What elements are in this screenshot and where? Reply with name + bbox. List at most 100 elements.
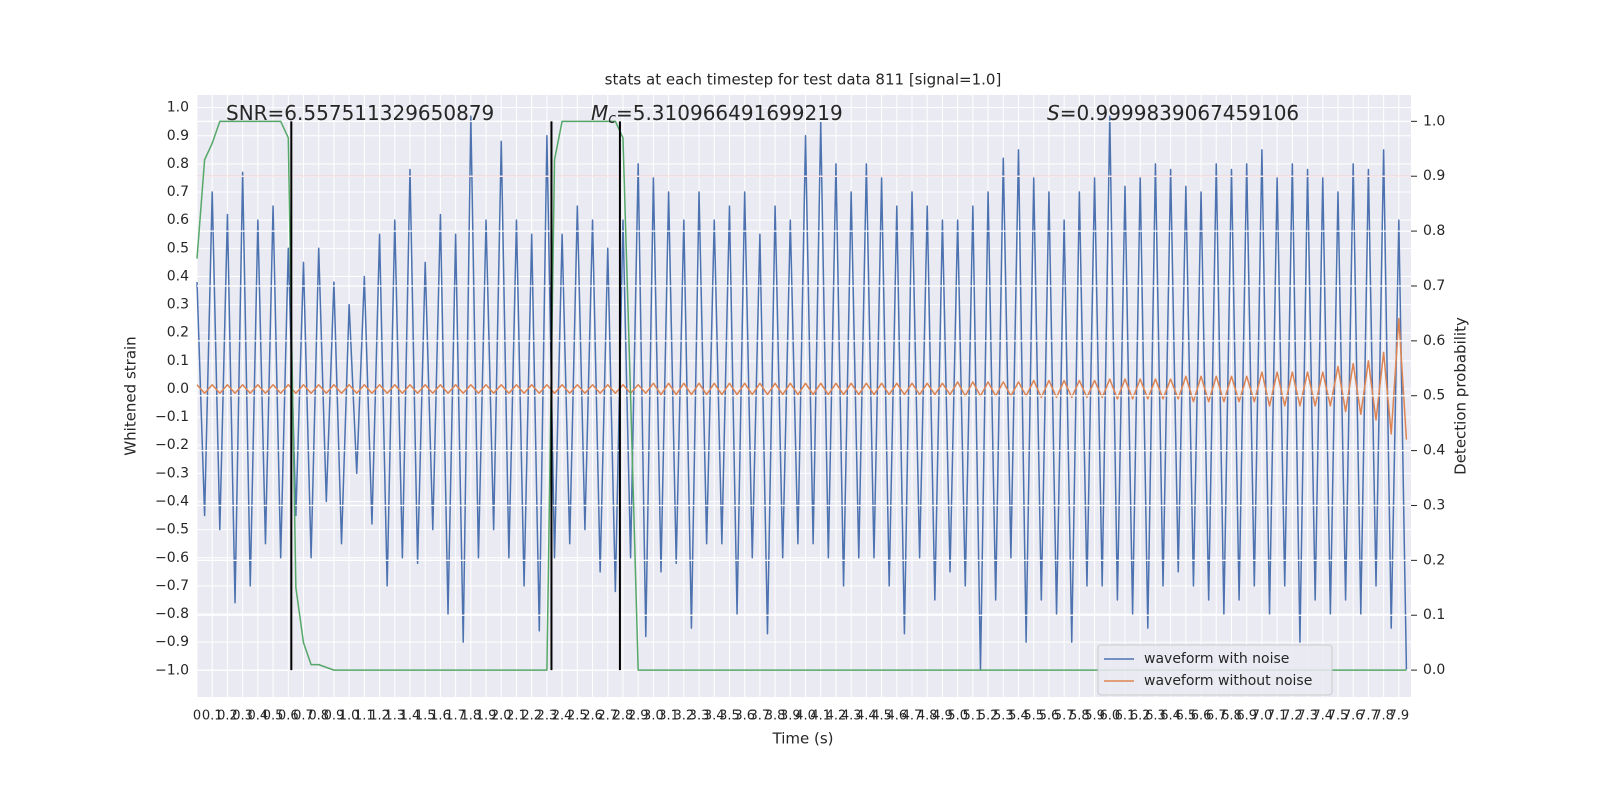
x-tick-label: 6.5 [1176, 709, 1197, 724]
annotation-symbol: S [1047, 101, 1060, 125]
y2-tick-label: 0.9 [1423, 168, 1445, 184]
y-tick-label: 0.4 [167, 268, 189, 284]
annotation-text: =0.9999839067459106 [1060, 101, 1299, 125]
x-tick-label: 0.5 [263, 709, 284, 724]
annotation-text: =5.310966491699219 [616, 101, 843, 125]
x-tick-label: 4.7 [902, 709, 923, 724]
x-tick-label: 4.0 [795, 709, 816, 724]
y-tick-label: −0.8 [155, 606, 189, 622]
x-tick-label: 4.3 [841, 709, 862, 724]
x-tick-label: 3.0 [643, 709, 664, 724]
x-tick-label: 5.2 [978, 709, 999, 724]
x-tick-label: 2.0 [491, 709, 512, 724]
x-tick-label: 2.3 [537, 709, 558, 724]
x-tick-label: 6.3 [1145, 709, 1166, 724]
x-tick-label: 1.9 [476, 709, 497, 724]
x-tick-label: 6.0 [1099, 709, 1120, 724]
series-line [196, 317, 1408, 440]
y-tick-label: −0.1 [155, 409, 189, 425]
annotation: S=0.9999839067459106 [1047, 101, 1299, 125]
x-tick-label: 5.1 [963, 709, 984, 724]
x-tick-label: 3.4 [704, 709, 725, 724]
legend-box [1097, 644, 1333, 696]
x-tick-label: 1.8 [460, 709, 481, 724]
x-tick-label: 6.1 [1115, 709, 1136, 724]
x-tick-label: 0.8 [308, 709, 329, 724]
x-tick-label: 1.2 [369, 709, 390, 724]
x-tick-label: 4.8 [917, 709, 938, 724]
x-tick-label: 7.0 [1252, 709, 1273, 724]
x-tick-label: 6.6 [1191, 709, 1212, 724]
x-tick-label: 6.4 [1160, 709, 1181, 724]
y2-tick-label: 0.8 [1423, 223, 1445, 239]
x-tick-label: 3.1 [658, 709, 679, 724]
x-tick-label: 1.1 [354, 709, 375, 724]
x-tick-label: 5.8 [1069, 709, 1090, 724]
x-tick-label: 1.0 [339, 709, 360, 724]
y-tick-label: 0.1 [167, 353, 189, 369]
x-tick-label: 0 [193, 709, 201, 724]
x-tick-label: 2.6 [582, 709, 603, 724]
x-tick-label: 7.7 [1358, 709, 1379, 724]
y-tick-label: −0.3 [155, 465, 189, 481]
x-tick-label: 0.6 [278, 709, 299, 724]
x-tick-label: 5.6 [1039, 709, 1060, 724]
x-tick-label: 2.8 [613, 709, 634, 724]
x-tick-label: 2.5 [567, 709, 588, 724]
x-tick-label: 4.1 [810, 709, 831, 724]
x-tick-label: 4.5 [871, 709, 892, 724]
y-tick-label: 0.9 [167, 128, 189, 144]
y2-tick-label: 0.6 [1423, 333, 1445, 349]
x-tick-label: 7.1 [1267, 709, 1288, 724]
x-tick-label: 4.6 [886, 709, 907, 724]
x-tick-label: 0.4 [248, 709, 269, 724]
x-tick-label: 4.9 [932, 709, 953, 724]
y-tick-label: −0.4 [155, 493, 189, 509]
y-tick-label: −0.5 [155, 522, 189, 538]
x-tick-label: 1.7 [445, 709, 466, 724]
x-tick-label: 7.3 [1297, 709, 1318, 724]
x-tick-label: 7.2 [1282, 709, 1303, 724]
y-tick-label: 0.3 [167, 297, 189, 313]
legend-label: waveform without noise [1144, 673, 1312, 689]
x-tick-label: 6.9 [1236, 709, 1257, 724]
x-tick-label: 5.9 [1084, 709, 1105, 724]
x-tick-label: 5.3 [993, 709, 1014, 724]
x-tick-label: 2.1 [506, 709, 527, 724]
x-tick-label: 7.6 [1343, 709, 1364, 724]
x-tick-label: 5.4 [1008, 709, 1029, 724]
x-tick-label: 3.8 [765, 709, 786, 724]
y2-tick-label: 0.1 [1423, 607, 1445, 623]
x-tick-label: 1.3 [384, 709, 405, 724]
x-tick-label: 2.9 [628, 709, 649, 724]
x-tick-label: 0.2 [217, 709, 238, 724]
x-tick-label: 3.7 [750, 709, 771, 724]
annotation: SNR=6.557511329650879 [226, 101, 494, 125]
y-tick-label: −1.0 [155, 662, 189, 678]
x-axis-label: Time (s) [772, 730, 834, 748]
y-tick-label: 0.7 [167, 184, 189, 200]
annotation-text: SNR=6.557511329650879 [226, 101, 494, 125]
y2-axis-label: Detection probability [1452, 317, 1470, 475]
x-tick-label: 2.2 [521, 709, 542, 724]
x-tick-label: 1.5 [415, 709, 436, 724]
annotation-subscript: c [608, 111, 616, 127]
x-tick-label: 1.4 [400, 709, 421, 724]
x-tick-label: 2.4 [552, 709, 573, 724]
x-tick-label: 3.2 [673, 709, 694, 724]
y-tick-label: −0.6 [155, 550, 189, 566]
x-tick-label: 5.5 [1023, 709, 1044, 724]
x-tick-label: 5.7 [1054, 709, 1075, 724]
y2-tick-label: 0.0 [1423, 662, 1445, 678]
x-tick-label: 0.9 [324, 709, 345, 724]
x-tick-label: 3.6 [734, 709, 755, 724]
y2-tick-label: 0.3 [1423, 497, 1445, 513]
x-tick-label: 1.6 [430, 709, 451, 724]
annotation-symbol: M [591, 101, 608, 125]
y-tick-label: 0.2 [167, 325, 189, 341]
y-tick-label: 0.5 [167, 240, 189, 256]
annotation: Mc=5.310966491699219 [591, 101, 843, 128]
y-tick-label: 1.0 [167, 100, 189, 116]
y-tick-label: −0.7 [155, 578, 189, 594]
